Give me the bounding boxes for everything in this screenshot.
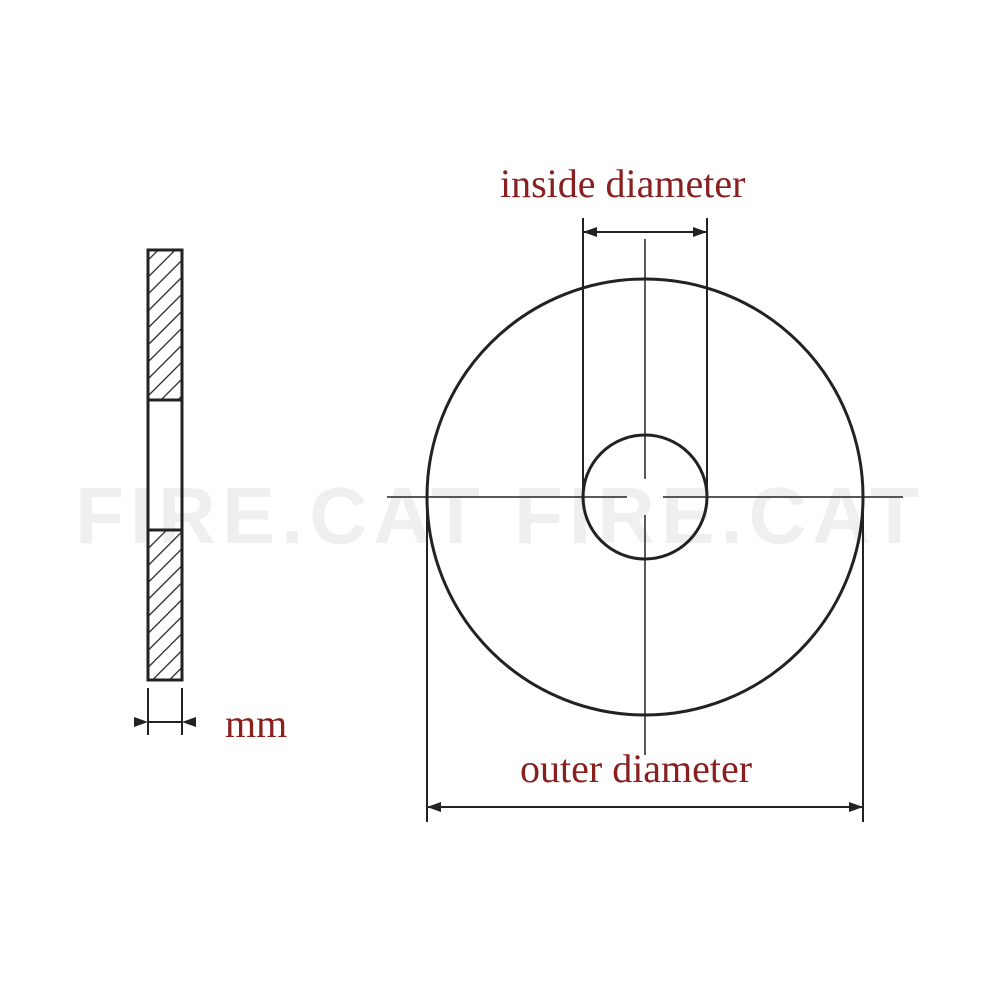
section-hatch-top — [148, 250, 182, 400]
diagram-svg — [0, 0, 1000, 1000]
side-view — [134, 250, 196, 735]
front-view — [387, 218, 903, 822]
section-hatch-bottom — [148, 530, 182, 680]
thickness-dimension — [134, 688, 196, 735]
thickness-label: mm — [225, 700, 287, 747]
outer-diameter-label: outer diameter — [520, 745, 752, 792]
inside-diameter-label: inside diameter — [500, 160, 745, 207]
centerlines — [387, 239, 903, 755]
